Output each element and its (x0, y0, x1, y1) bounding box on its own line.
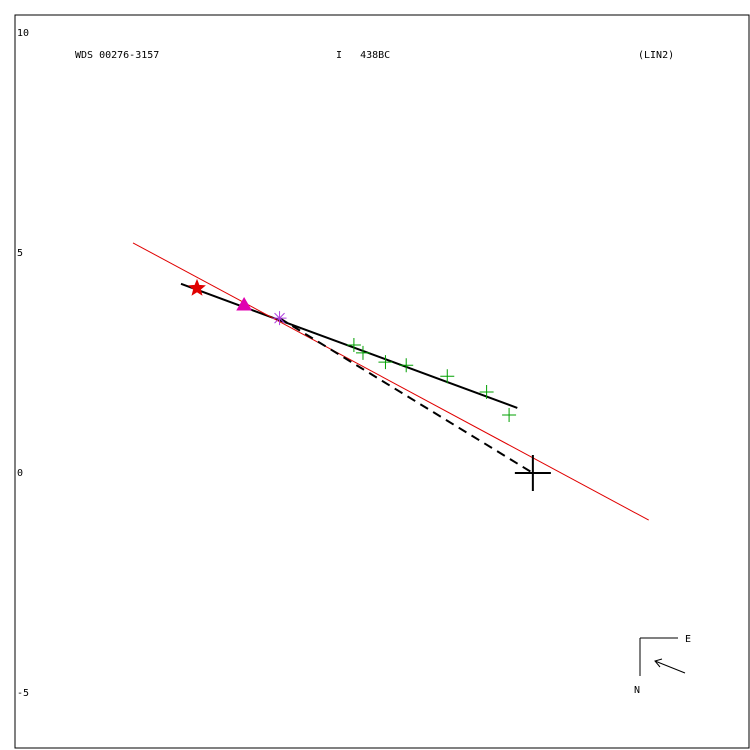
fit-line (180, 282, 518, 409)
point-star (188, 278, 206, 296)
point-plus (440, 369, 455, 384)
point-bigcross (514, 455, 551, 492)
y-tick-label: 5 (17, 248, 23, 259)
plot-frame (14, 14, 750, 749)
y-tick-label: 10 (17, 28, 29, 39)
motion-arrow-head (654, 658, 663, 668)
chart-title: WDS 00276-3157 (75, 50, 159, 61)
compass-north: N (634, 685, 640, 696)
chart-subtitle: I 438BC (336, 50, 390, 61)
point-plus (399, 358, 414, 373)
point-asterisk (272, 311, 287, 326)
motion-arrow (654, 660, 686, 674)
point-triangle (236, 296, 252, 311)
point-plus (479, 385, 494, 400)
point-plus (378, 355, 393, 370)
annotation: (LIN2) (638, 50, 674, 61)
compass-east: E (685, 634, 691, 645)
fit-line (132, 242, 649, 521)
point-plus (346, 337, 361, 352)
fit-line (279, 317, 534, 474)
y-tick-label: 0 (17, 468, 23, 479)
point-plus (355, 345, 370, 360)
point-plus (502, 407, 517, 422)
compass: E N (634, 634, 691, 696)
y-tick-label: -5 (17, 688, 29, 699)
